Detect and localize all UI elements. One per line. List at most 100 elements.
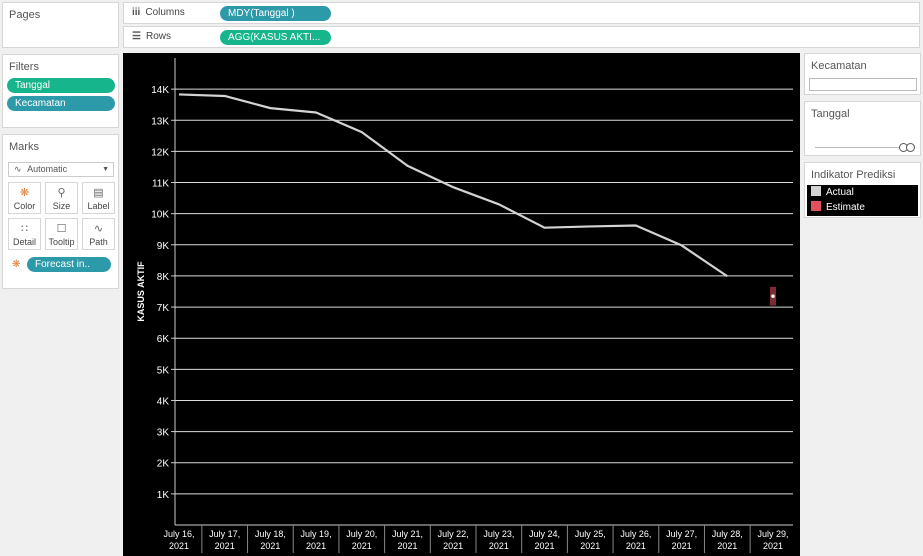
x-tick-label: July 22, <box>438 529 469 539</box>
path-icon: ∿ <box>93 223 104 235</box>
gridlines <box>175 88 793 495</box>
tanggal-filter-card: Tanggal <box>804 101 921 156</box>
legend-swatch-estimate <box>811 201 821 211</box>
x-tick-label: July 24, <box>529 529 560 539</box>
label-button-label: Label <box>87 201 110 211</box>
legend-item-actual[interactable]: Actual <box>811 186 854 200</box>
x-tick-label: July 19, <box>301 529 332 539</box>
forecast-color-pill[interactable]: Forecast in.. <box>27 257 111 272</box>
marks-title: Marks <box>9 141 39 153</box>
size-icon: ⚲ <box>57 187 66 199</box>
y-axis-label: KASUS AKTIF <box>136 261 146 322</box>
x-tick-label: July 20, <box>346 529 377 539</box>
tick-labels: 1K 2K 3K 4K 5K 6K 7K 8K 9K 10K 11K 12K 13K 14K KASUS A… <box>136 85 789 551</box>
chart-area[interactable]: 1K 2K 3K 4K 5K 6K 7K 8K 9K 10K 11K 12K 13K 14K KASUS A… <box>123 53 800 556</box>
mark-type-value: Automatic <box>27 164 68 174</box>
columns-icon: iii <box>132 7 141 18</box>
x-tick-label-year: 2021 <box>626 541 646 551</box>
y-tick-label: 7K <box>157 303 170 314</box>
rows-label-text: Rows <box>145 31 171 42</box>
line-mark-icon: ∿ <box>14 164 22 174</box>
y-tick-label: 4K <box>157 396 170 407</box>
axes <box>171 58 793 553</box>
color-button-label: Color <box>13 201 36 211</box>
legend-title: Indikator Prediksi <box>811 169 896 181</box>
tanggal-slider-track[interactable] <box>815 147 911 148</box>
y-tick-label: 3K <box>157 428 170 439</box>
columns-label: iii Columns <box>132 7 185 18</box>
label-button[interactable]: ▤ Label <box>82 182 115 214</box>
x-tick-label-year: 2021 <box>489 541 509 551</box>
x-tick-label-year: 2021 <box>169 541 189 551</box>
filters-card: Filters Tanggal Kecamatan <box>2 54 119 128</box>
x-tick-label: July 27, <box>666 529 697 539</box>
x-tick-label: July 18, <box>255 529 286 539</box>
marks-card: Marks ∿ Automatic ▼ ❋ Color ⚲ Size ▤ Lab… <box>2 134 119 289</box>
x-tick-label-year: 2021 <box>535 541 555 551</box>
line-chart: 1K 2K 3K 4K 5K 6K 7K 8K 9K 10K 11K 12K 13K 14K KASUS A… <box>136 58 793 553</box>
columns-pill[interactable]: MDY(Tanggal ) <box>220 6 331 21</box>
legend-label-actual: Actual <box>826 187 854 198</box>
y-tick-label: 5K <box>157 365 170 376</box>
y-tick-label: 6K <box>157 334 170 345</box>
filter-pill-kecamatan[interactable]: Kecamatan <box>7 96 115 111</box>
filter-pill-tanggal[interactable]: Tanggal <box>7 78 115 93</box>
x-tick-label-year: 2021 <box>672 541 692 551</box>
size-button[interactable]: ⚲ Size <box>45 182 78 214</box>
tanggal-slider-handle-end[interactable] <box>906 143 915 152</box>
tooltip-icon: ☐ <box>56 223 67 235</box>
mark-type-dropdown[interactable]: ∿ Automatic ▼ <box>8 162 114 177</box>
tanggal-title: Tanggal <box>811 108 850 120</box>
path-button[interactable]: ∿ Path <box>82 218 115 250</box>
y-tick-label: 11K <box>152 179 169 190</box>
tooltip-button[interactable]: ☐ Tooltip <box>45 218 78 250</box>
x-tick-label-year: 2021 <box>397 541 417 551</box>
y-tick-label: 12K <box>151 147 169 158</box>
rows-shelf[interactable]: ☰ Rows AGG(KASUS AKTI... <box>123 26 920 48</box>
color-button[interactable]: ❋ Color <box>8 182 41 214</box>
series-line-actual <box>178 93 728 278</box>
y-tick-label: 9K <box>157 241 170 252</box>
detail-button-label: Detail <box>12 237 36 247</box>
x-tick-label-year: 2021 <box>306 541 326 551</box>
legend-card: Indikator Prediksi Actual Estimate <box>804 162 921 218</box>
chevron-down-icon: ▼ <box>102 166 109 173</box>
x-tick-label-year: 2021 <box>763 541 783 551</box>
x-tick-label: July 28, <box>712 529 743 539</box>
x-tick-label-year: 2021 <box>215 541 235 551</box>
kecamatan-title: Kecamatan <box>811 60 867 72</box>
color-icon: ❋ <box>19 187 30 199</box>
x-tick-label: July 16, <box>163 529 194 539</box>
y-tick-label: 8K <box>157 272 170 283</box>
kecamatan-dropdown[interactable] <box>809 78 917 91</box>
x-tick-label: July 21, <box>392 529 423 539</box>
x-tick-label-year: 2021 <box>352 541 372 551</box>
x-tick-label-year: 2021 <box>717 541 737 551</box>
filters-title: Filters <box>9 61 39 73</box>
path-button-label: Path <box>89 237 108 247</box>
series <box>178 93 776 306</box>
x-tick-label: July 17, <box>209 529 240 539</box>
tooltip-button-label: Tooltip <box>48 237 75 247</box>
y-tick-label: 13K <box>151 116 169 127</box>
x-tick-label-year: 2021 <box>580 541 600 551</box>
legend-item-estimate[interactable]: Estimate <box>811 201 865 215</box>
columns-label-text: Columns <box>145 7 185 18</box>
pages-title: Pages <box>9 9 41 21</box>
rows-icon: ☰ <box>132 31 141 42</box>
y-tick-label: 10K <box>151 210 169 221</box>
color-encoding-icon: ❋ <box>12 259 21 270</box>
y-tick-label: 1K <box>157 490 170 501</box>
y-tick-label: 2K <box>157 459 170 470</box>
x-tick-label: July 25, <box>575 529 606 539</box>
label-icon: ▤ <box>93 187 104 199</box>
x-tick-label: July 23, <box>483 529 514 539</box>
legend-body: Actual Estimate <box>807 185 918 216</box>
x-tick-label-year: 2021 <box>260 541 280 551</box>
estimate-point <box>771 294 775 298</box>
rows-pill[interactable]: AGG(KASUS AKTI... <box>220 30 331 45</box>
y-tick-label: 14K <box>151 85 169 96</box>
pages-card[interactable]: Pages <box>2 2 119 48</box>
detail-button[interactable]: ∷ Detail <box>8 218 41 250</box>
columns-shelf[interactable]: iii Columns MDY(Tanggal ) <box>123 2 920 24</box>
